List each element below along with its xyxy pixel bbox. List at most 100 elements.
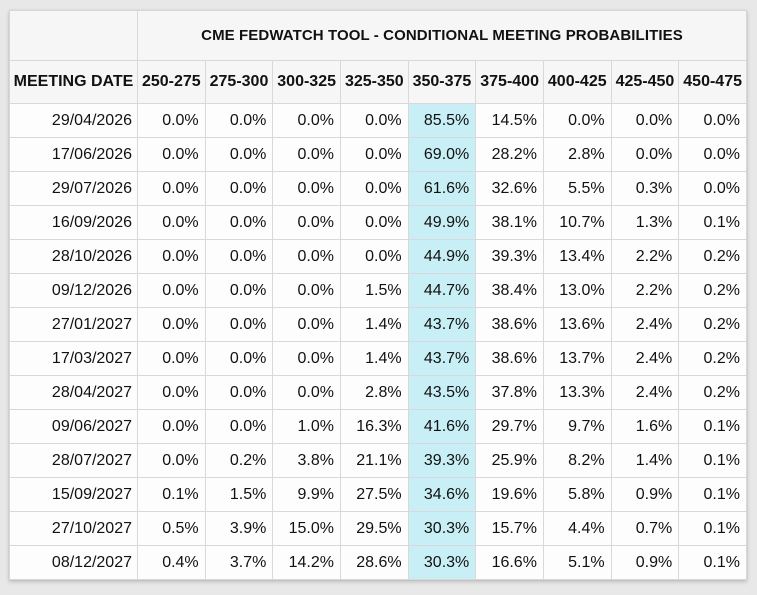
- probability-cell: 0.1%: [678, 477, 747, 512]
- probability-cell: 13.3%: [542, 375, 612, 410]
- rate-range-header: 250-275: [137, 60, 206, 104]
- probability-cell: 0.0%: [339, 103, 409, 138]
- meeting-date-cell: 09/12/2026: [9, 273, 138, 308]
- probability-cell: 5.5%: [542, 171, 612, 206]
- table-row: 29/04/2026 0.0% 0.0% 0.0% 0.0% 85.5% 14.5% 0.0%…: [9, 103, 747, 138]
- probability-cell: 0.0%: [272, 137, 341, 172]
- table-row: 28/04/2027 0.0% 0.0% 0.0% 2.8% 43.5% 37.8% 13.3…: [9, 375, 747, 410]
- probability-cell: 0.0%: [204, 137, 274, 172]
- probability-cell: 0.0%: [204, 273, 274, 308]
- probability-cell: 1.4%: [339, 341, 409, 376]
- table-row: 27/01/2027 0.0% 0.0% 0.0% 1.4% 43.7% 38.6% 13.6…: [9, 307, 747, 342]
- probability-cell: 0.0%: [272, 341, 341, 376]
- probability-cell: 13.0%: [542, 273, 612, 308]
- title-row: CME FEDWATCH TOOL - CONDITIONAL MEETING …: [9, 10, 747, 61]
- probability-cell: 43.7%: [407, 307, 477, 342]
- probability-cell: 0.0%: [678, 137, 747, 172]
- probability-cell: 0.0%: [339, 171, 409, 206]
- probability-cell: 0.1%: [678, 205, 747, 240]
- probability-cell: 28.6%: [339, 545, 409, 580]
- probability-cell: 0.0%: [610, 103, 680, 138]
- table-row: 28/10/2026 0.0% 0.0% 0.0% 0.0% 44.9% 39.3% 13.4…: [9, 239, 747, 274]
- meeting-date-cell: 29/04/2026: [9, 103, 138, 138]
- probability-cell: 0.1%: [678, 511, 747, 546]
- probability-cell: 2.8%: [339, 375, 409, 410]
- probability-cell: 0.0%: [137, 443, 206, 478]
- probability-cell: 30.3%: [407, 545, 477, 580]
- probability-cell: 0.0%: [137, 375, 206, 410]
- probability-cell: 3.7%: [204, 545, 274, 580]
- table-row: 27/10/2027 0.5% 3.9% 15.0% 29.5% 30.3% 15.7% 4.…: [9, 511, 747, 546]
- table-row: 17/06/2026 0.0% 0.0% 0.0% 0.0% 69.0% 28.2% 2.8%…: [9, 137, 747, 172]
- probability-cell: 0.0%: [137, 273, 206, 308]
- probability-cell: 0.0%: [678, 171, 747, 206]
- meeting-date-cell: 09/06/2027: [9, 409, 138, 444]
- probability-cell: 0.0%: [339, 239, 409, 274]
- probability-cell: 0.1%: [137, 477, 206, 512]
- corner-cell: [9, 10, 138, 61]
- probability-cell: 0.0%: [137, 307, 206, 342]
- probability-cell: 0.0%: [204, 205, 274, 240]
- probability-cell: 2.8%: [542, 137, 612, 172]
- probability-cell: 38.1%: [475, 205, 544, 240]
- probability-cell: 13.7%: [542, 341, 612, 376]
- probability-cell: 0.0%: [137, 137, 206, 172]
- probability-cell: 3.9%: [204, 511, 274, 546]
- rate-range-header: 375-400: [475, 60, 544, 104]
- rate-range-header: 325-350: [339, 60, 409, 104]
- probability-cell: 0.0%: [272, 171, 341, 206]
- probability-cell: 1.6%: [610, 409, 680, 444]
- probability-cell: 0.2%: [678, 273, 747, 308]
- probability-cell: 0.5%: [137, 511, 206, 546]
- probability-cell: 21.1%: [339, 443, 409, 478]
- probability-cell: 0.0%: [272, 103, 341, 138]
- fedwatch-table-container: CME FEDWATCH TOOL - CONDITIONAL MEETING …: [9, 10, 747, 580]
- probability-cell: 16.3%: [339, 409, 409, 444]
- probability-cell: 5.1%: [542, 545, 612, 580]
- probability-cell: 9.7%: [542, 409, 612, 444]
- probability-cell: 0.0%: [272, 375, 341, 410]
- probability-cell: 0.0%: [339, 137, 409, 172]
- meeting-date-cell: 28/10/2026: [9, 239, 138, 274]
- probability-cell: 29.5%: [339, 511, 409, 546]
- probability-cell: 16.6%: [475, 545, 544, 580]
- probability-cell: 43.7%: [407, 341, 477, 376]
- probability-cell: 38.4%: [475, 273, 544, 308]
- probability-cell: 0.3%: [610, 171, 680, 206]
- probability-cell: 37.8%: [475, 375, 544, 410]
- meeting-date-cell: 16/09/2026: [9, 205, 138, 240]
- rate-range-header: 450-475: [678, 60, 747, 104]
- probability-cell: 0.0%: [137, 239, 206, 274]
- probability-cell: 0.0%: [272, 205, 341, 240]
- probability-cell: 38.6%: [475, 341, 544, 376]
- probability-cell: 38.6%: [475, 307, 544, 342]
- probability-cell: 9.9%: [272, 477, 341, 512]
- probability-cell: 34.6%: [407, 477, 477, 512]
- meeting-date-cell: 17/06/2026: [9, 137, 138, 172]
- probability-cell: 1.5%: [204, 477, 274, 512]
- probability-cell: 5.8%: [542, 477, 612, 512]
- probability-cell: 4.4%: [542, 511, 612, 546]
- probability-cell: 0.0%: [204, 409, 274, 444]
- probability-cell: 0.2%: [678, 307, 747, 342]
- probability-cell: 0.0%: [204, 341, 274, 376]
- probability-cell: 1.5%: [339, 273, 409, 308]
- rate-range-header: 300-325: [272, 60, 341, 104]
- probability-cell: 0.0%: [204, 375, 274, 410]
- probability-cell: 25.9%: [475, 443, 544, 478]
- probability-cell: 14.5%: [475, 103, 544, 138]
- probability-cell: 0.0%: [137, 103, 206, 138]
- probability-cell: 0.9%: [610, 545, 680, 580]
- meeting-date-cell: 29/07/2026: [9, 171, 138, 206]
- meeting-date-cell: 15/09/2027: [9, 477, 138, 512]
- probability-cell: 13.4%: [542, 239, 612, 274]
- probability-cell: 0.0%: [272, 307, 341, 342]
- probability-cell: 0.9%: [610, 477, 680, 512]
- probability-cell: 39.3%: [407, 443, 477, 478]
- probability-cell: 2.2%: [610, 273, 680, 308]
- probability-cell: 0.0%: [272, 273, 341, 308]
- probability-cell: 0.0%: [137, 205, 206, 240]
- rate-range-header: 275-300: [204, 60, 274, 104]
- meeting-date-cell: 27/10/2027: [9, 511, 138, 546]
- probability-cell: 0.0%: [272, 239, 341, 274]
